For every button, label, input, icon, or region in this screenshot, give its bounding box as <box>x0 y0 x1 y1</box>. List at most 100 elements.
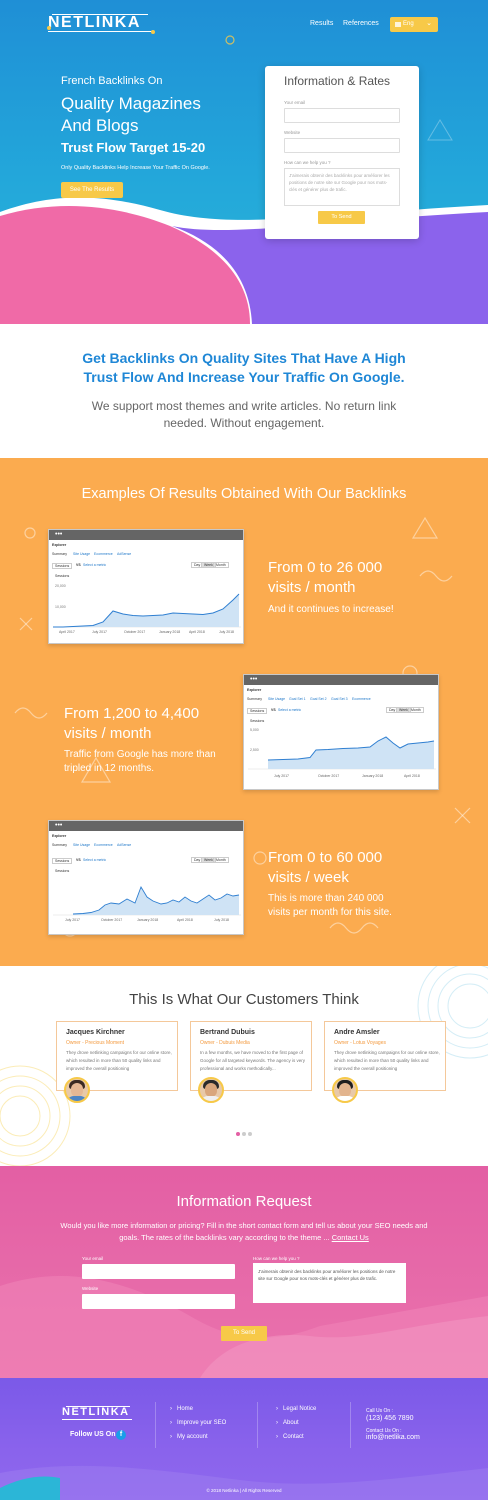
testimonial-text: They drove netlinking campaigns for our … <box>334 1050 440 1071</box>
info-request-section: Information Request Would you like more … <box>0 1166 488 1378</box>
x-tick-label: July 2018 <box>219 630 234 634</box>
nav-references[interactable]: References <box>343 20 379 27</box>
avatar <box>64 1077 90 1103</box>
carousel-dot[interactable] <box>236 1132 240 1136</box>
email-field[interactable] <box>284 108 400 123</box>
email-field[interactable] <box>82 1264 235 1279</box>
help-textarea[interactable]: J'aimerais obtenir des backlinks pour am… <box>284 168 400 206</box>
month-button: Month <box>213 857 229 863</box>
window-dots-icon: ••• <box>55 822 63 829</box>
sessions-line-chart <box>248 736 436 770</box>
results-title: Examples Of Results Obtained With Our Ba… <box>81 486 407 502</box>
website-label: Website <box>82 1286 99 1291</box>
x-tick-label: October 2017 <box>124 630 146 634</box>
testimonial-role: Owner - Lotus Voyages <box>334 1040 386 1046</box>
copyright: © 2018 Netlinka | All Rights Reserved <box>206 1488 282 1493</box>
intro-subheading: We support most themes and write article… <box>0 398 488 432</box>
x-tick-label: October 2017 <box>318 774 340 778</box>
website-field[interactable] <box>82 1294 235 1309</box>
intro-sub-line2: needed. Without engagement. <box>163 416 325 430</box>
see-results-button[interactable]: See The Results <box>61 182 123 198</box>
follow-label: Follow US On : <box>70 1431 120 1438</box>
help-label: How can we help you ? <box>284 160 331 165</box>
email-label: Your email <box>284 100 306 105</box>
send-button[interactable]: To Send <box>318 211 365 224</box>
phone-number[interactable]: (123) 456 7890 <box>366 1415 414 1422</box>
chevron-right-icon: › <box>170 1406 172 1412</box>
legend-sessions: Sessions <box>250 719 265 723</box>
result-2-sub: Traffic from Google has more than triple… <box>64 748 216 776</box>
footer-link-account[interactable]: › My account <box>170 1434 208 1440</box>
language-label: Eng <box>403 21 414 27</box>
footer-logo[interactable]: NETLINKA <box>62 1406 130 1418</box>
tab-goal-set-2: Goal Set 2 <box>310 697 327 701</box>
flag-icon <box>395 22 401 27</box>
help-textarea[interactable]: J'aimerais obtenir des backlinks pour am… <box>253 1263 406 1303</box>
intro-sub-line1: We support most themes and write article… <box>91 399 397 413</box>
result-2-headline: From 1,200 to 4,400 visits / month <box>64 704 199 744</box>
footer-link-about[interactable]: › About <box>276 1420 299 1426</box>
send-button[interactable]: To Send <box>221 1326 267 1341</box>
info-request-title: Information Request <box>176 1193 312 1210</box>
hero-kicker: French Backlinks On <box>61 75 163 87</box>
result-3-headline: From 0 to 60 000 visits / week <box>268 848 382 888</box>
rates-form-title: Information & Rates <box>284 74 391 88</box>
footer-link-label: Contact <box>283 1434 304 1440</box>
explorer-label: Explorer <box>247 688 262 692</box>
tab-site-usage: Site Usage <box>73 552 91 556</box>
week-button: Week <box>201 857 216 863</box>
analytics-screenshot: ••• Explorer Summary Site Usage Ecommerc… <box>48 529 244 644</box>
contact-label: Contact Us On : <box>366 1428 402 1434</box>
hero-title-line2: And Blogs <box>61 116 139 135</box>
sessions-line-chart <box>53 593 241 628</box>
avatar <box>198 1077 224 1103</box>
result-3-line2: visits / week <box>268 869 349 886</box>
testimonial-card: Bertrand Dubuis Owner - Dubuis Media In … <box>190 1021 312 1091</box>
testimonial-role: Owner - Dubuis Media <box>200 1040 250 1046</box>
footer-link-legal[interactable]: › Legal Notice <box>276 1406 316 1412</box>
logo[interactable]: NETLINKA <box>48 14 141 31</box>
email-link[interactable]: info@netlika.com <box>366 1434 420 1441</box>
facebook-icon[interactable]: f <box>116 1430 126 1440</box>
footer-divider <box>155 1402 156 1448</box>
y-tick-label: 2,500 <box>250 748 259 752</box>
contact-us-link[interactable]: Contact Us <box>331 1233 369 1242</box>
x-tick-label: July 2018 <box>214 918 229 922</box>
carousel-dot[interactable] <box>248 1132 252 1136</box>
tab-summary: Summary <box>52 552 67 556</box>
language-dropdown[interactable]: Eng ⌄ <box>390 17 438 32</box>
analytics-screenshot: ••• Explorer Summary Site Usage Ecommerc… <box>48 820 244 935</box>
sessions-line-chart <box>53 885 241 916</box>
week-button: Week <box>396 707 411 713</box>
nav-results[interactable]: Results <box>310 20 334 27</box>
logo-underline <box>66 1406 130 1407</box>
footer-link-contact[interactable]: › Contact <box>276 1434 304 1440</box>
select-metric-link: Select a metric <box>83 563 107 567</box>
testimonial-text: They drove netlinking campaigns for our … <box>66 1050 172 1071</box>
window-dots-icon: ••• <box>55 531 63 538</box>
testimonial-role: Owner - Precious Moment <box>66 1040 125 1046</box>
window-titlebar: ••• <box>49 530 243 540</box>
result-3-line1: From 0 to 60 000 <box>268 849 383 866</box>
testimonials-decoration <box>0 966 488 1166</box>
tab-adsense: AdSense <box>117 552 132 556</box>
window-titlebar: ••• <box>244 675 438 685</box>
chevron-right-icon: › <box>276 1406 278 1412</box>
week-button: Week <box>201 562 216 568</box>
logo-dot <box>151 30 155 34</box>
x-tick-label: April 2018 <box>189 630 205 634</box>
footer: NETLINKA Follow US On : f › Home › Improve… <box>0 1378 488 1500</box>
tab-goal-set-1: Goal Set 1 <box>289 697 306 701</box>
x-tick-label: July 2017 <box>65 918 80 922</box>
footer-link-home[interactable]: › Home <box>170 1406 193 1412</box>
result-1-line2: visits / month <box>268 579 356 596</box>
carousel-dot[interactable] <box>242 1132 246 1136</box>
x-tick-label: October 2017 <box>101 918 123 922</box>
x-tick-label: January 2018 <box>137 918 159 922</box>
footer-link-seo[interactable]: › Improve your SEO <box>170 1420 226 1426</box>
website-field[interactable] <box>284 138 400 153</box>
results-section: Examples Of Results Obtained With Our Ba… <box>0 458 488 966</box>
tab-goal-set-3: Goal Set 3 <box>331 697 348 701</box>
info-request-body: Would you like more information or prici… <box>60 1221 428 1242</box>
testimonial-text: In a few months, we have moved to the fi… <box>200 1050 305 1071</box>
